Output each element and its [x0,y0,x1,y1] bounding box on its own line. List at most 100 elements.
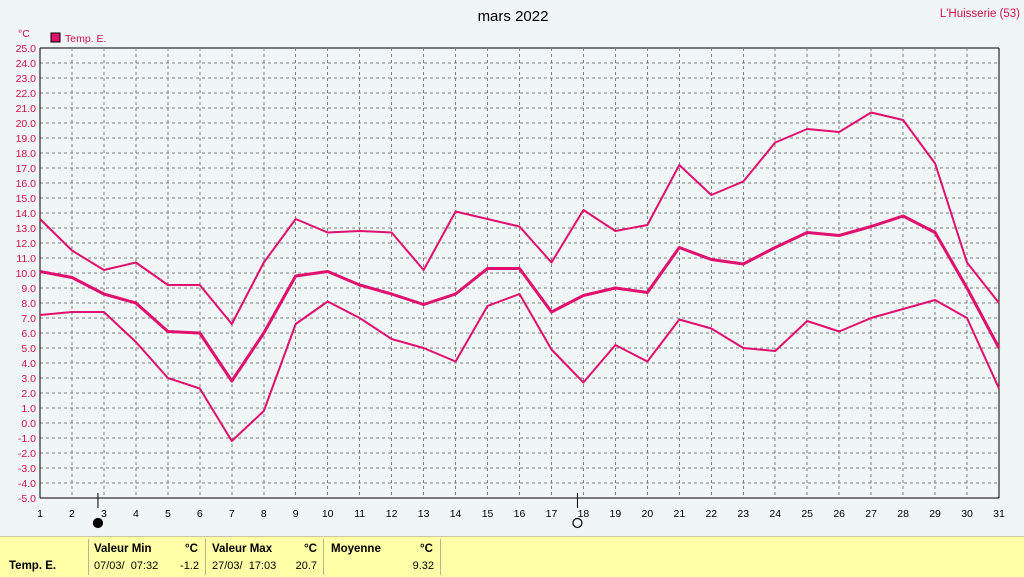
x-tick-label: 16 [514,508,526,520]
x-tick-label: 5 [165,508,171,520]
x-tick-label: 12 [386,508,398,520]
y-axis-ticks: -5.0 -4.0 -3.0 -2.0 -1.0 0.0 1.0 2.0 3.0 4.0 5.0 6.… [16,43,37,505]
max-header: Valeur Max [212,543,273,555]
x-tick-label: 29 [929,508,941,520]
x-tick-label: 17 [546,508,558,520]
y-tick-label: 25.0 [16,43,37,55]
x-tick-label: 21 [673,508,685,520]
new-moon-icon [92,517,104,529]
y-tick-label: 6.0 [21,328,36,340]
y-tick-label: 3.0 [21,373,36,385]
min-header: Valeur Min [94,543,152,555]
y-tick-label: 0.0 [21,418,36,430]
x-tick-label: 18 [578,508,590,520]
y-tick-label: 22.0 [16,88,37,100]
x-tick-label: 1 [37,508,43,520]
y-tick-label: -1.0 [18,433,36,445]
x-tick-label: 7 [229,508,235,520]
y-tick-label: 21.0 [16,103,37,115]
divider [88,539,89,575]
y-tick-label: 7.0 [21,313,36,325]
legend-swatch [50,32,61,43]
x-tick-label: 24 [769,508,781,520]
full-moon-icon [572,517,583,529]
x-tick-label: 27 [865,508,877,520]
x-tick-label: 25 [801,508,813,520]
chart-grid [39,47,1000,499]
x-tick-label: 2 [69,508,75,520]
y-tick-label: 24.0 [16,58,37,70]
y-tick-label: 14.0 [16,208,37,220]
series-line-max [39,111,1000,325]
y-tick-label: 16.0 [16,178,37,190]
stats-avg-cell: Moyenne °C 9.32 [324,537,440,577]
x-tick-label: 19 [610,508,622,520]
x-tick-label: 8 [261,508,267,520]
max-date: 27/03/ 17:03 [212,560,277,572]
y-tick-label: 15.0 [16,193,37,205]
x-tick-label: 6 [197,508,203,520]
y-tick-label: -5.0 [18,493,36,505]
y-tick-label: 12.0 [16,238,37,250]
stats-max-cell: Valeur Max °C 27/03/ 17:03 20.7 [206,537,323,577]
y-tick-label: 2.0 [21,388,36,400]
stats-series-label: Temp. E. [9,560,57,572]
x-tick-label: 3 [101,508,107,520]
y-tick-label: 19.0 [16,133,37,145]
x-axis-ticks: 1 2 3 4 5 6 7 8 9 10 11 12 13 14 15 16 17 18 19 20 21 22 23 24 2… [37,508,1005,520]
x-tick-label: 13 [418,508,430,520]
series-layer [39,111,1001,442]
x-tick-label: 31 [993,508,1005,520]
x-tick-label: 23 [737,508,749,520]
legend-label: Temp. E. [65,33,106,45]
y-tick-label: 17.0 [16,163,37,175]
avg-header: Moyenne [331,543,381,555]
series-line-min [39,293,1000,442]
x-tick-label: 4 [133,508,139,520]
chart-title: mars 2022 [478,8,549,25]
x-tick-label: 20 [642,508,654,520]
divider [205,539,206,575]
y-tick-label: 8.0 [21,298,36,310]
max-value: 20.7 [295,560,317,572]
x-tick-label: 22 [705,508,717,520]
divider [440,539,441,575]
x-tick-label: 9 [293,508,299,520]
legend: Temp. E. [50,32,106,45]
y-tick-label: -2.0 [18,448,36,460]
y-tick-label: 11.0 [16,253,36,265]
x-tick-label: 15 [482,508,494,520]
series-line-moyenne [39,214,1001,383]
min-value: -1.2 [180,560,199,572]
y-tick-label: 23.0 [16,73,37,85]
y-tick-label: 5.0 [21,343,36,355]
moon-phase-markers [92,493,583,529]
y-tick-label: -3.0 [18,463,36,475]
y-tick-label: 10.0 [16,268,37,280]
y-tick-label: 18.0 [16,148,37,160]
stats-series-cell: Temp. E. [0,537,88,577]
y-tick-label: 9.0 [21,283,36,295]
y-axis-unit: °C [18,28,30,40]
y-tick-label: 1.0 [21,403,36,415]
min-date: 07/03/ 07:32 [94,560,159,572]
max-unit: °C [304,543,317,555]
y-tick-label: -4.0 [18,478,36,490]
y-tick-label: 4.0 [21,358,36,370]
x-tick-label: 26 [833,508,845,520]
x-tick-label: 11 [354,508,365,520]
temperature-chart: mars 2022 L'Huisserie (53) °C Temp. E. -… [16,8,1020,529]
x-tick-label: 10 [322,508,334,520]
min-unit: °C [185,543,198,555]
stats-min-cell: Valeur Min °C 07/03/ 07:32 -1.2 [89,537,205,577]
y-tick-label: 13.0 [16,223,37,235]
x-tick-label: 28 [897,508,909,520]
x-tick-label: 30 [961,508,973,520]
avg-value: 9.32 [412,560,434,572]
x-tick-label: 14 [450,508,462,520]
divider [323,539,324,575]
y-tick-label: 20.0 [16,118,37,130]
stats-panel: Temp. E. Valeur Min °C 07/03/ 07:32 -1.2… [0,536,1024,577]
location-label: L'Huisserie (53) [940,8,1020,20]
avg-unit: °C [420,543,433,555]
